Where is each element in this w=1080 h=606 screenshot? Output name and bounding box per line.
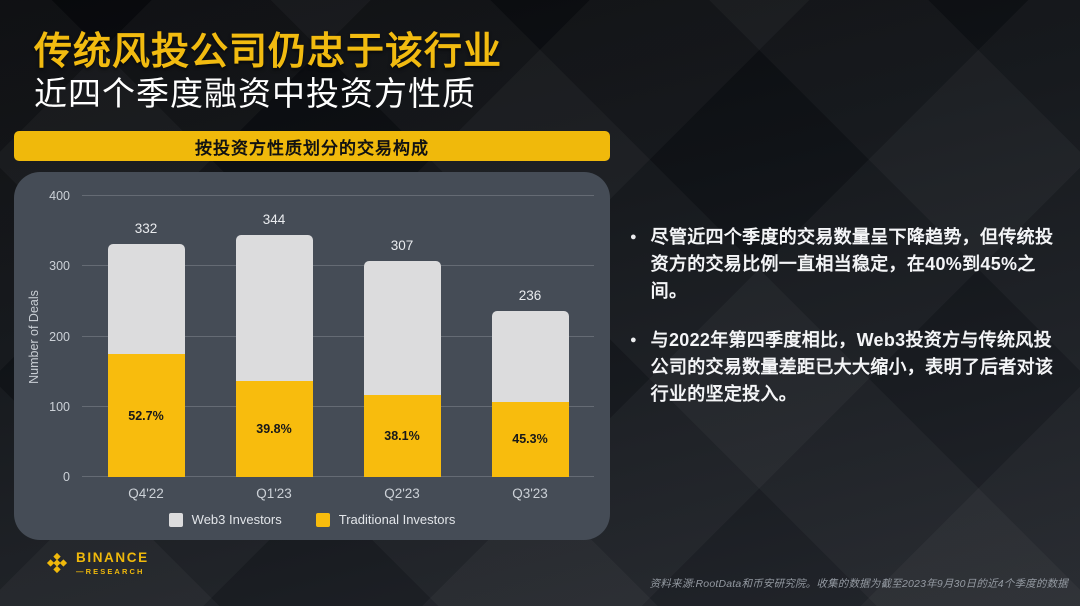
y-tick-label: 100 — [49, 399, 70, 414]
bar-total-label: 332 — [134, 220, 158, 236]
bars-container: 332 52.7% Q4'22 344 39.8% Q1'23 307 38.1% Q2'23 2… — [82, 196, 594, 501]
stacked-bar: 307 38.1% — [363, 238, 441, 477]
y-tick-label: 300 — [49, 259, 70, 274]
x-tick-label: Q1'23 — [256, 486, 292, 501]
stacked-bar: 332 52.7% — [107, 221, 185, 477]
bullet-text: 尽管近四个季度的交易数量呈下降趋势，但传统投资方的交易比例一直相当稳定，在40%… — [650, 227, 1054, 301]
stacked-bar: 344 39.8% — [235, 212, 313, 477]
bar-slot: 236 45.3% Q3'23 — [466, 196, 594, 501]
y-axis-title: Number of Deals — [27, 289, 42, 384]
pct-label: 45.3% — [512, 432, 548, 447]
y-tick-label: 200 — [49, 329, 70, 344]
gridline — [82, 476, 594, 477]
chart-banner: 按投资方性质划分的交易构成 — [14, 131, 610, 161]
chart-panel: Number of Deals 0 100 200 300 400 332 52.7% Q4'… — [14, 172, 610, 540]
logo-sub: —RESEARCH — [76, 566, 145, 576]
bullet-item: ● 尽管近四个季度的交易数量呈下降趋势，但传统投资方的交易比例一直相当稳定，在40… — [630, 224, 1070, 305]
legend: Web3 Investors Traditional Investors — [14, 512, 610, 527]
bullet-icon: ● — [630, 334, 637, 346]
gridline — [82, 265, 594, 267]
bar-slot: 307 38.1% Q2'23 — [338, 196, 466, 501]
plot-area: 0 100 200 300 400 332 52.7% Q4'22 344 39.8% Q1'23 3… — [49, 189, 594, 501]
traditional-segment: 39.8% — [235, 380, 313, 477]
bar-total-label: 307 — [390, 238, 414, 254]
logo-brand: BINANCE — [76, 550, 149, 565]
binance-logo: BINANCE —RESEARCH — [46, 551, 149, 575]
page-subtitle: 近四个季度融资中投资方性质 — [34, 74, 476, 112]
legend-item: Traditional Investors — [315, 512, 456, 527]
page-title: 传统风投公司仍忠于该行业 — [34, 31, 503, 73]
bar-total-label: 236 — [518, 288, 542, 304]
x-tick-label: Q4'22 — [128, 486, 164, 501]
x-tick-label: Q3'23 — [512, 486, 548, 501]
gridline — [82, 195, 594, 196]
bar-slot: 332 52.7% Q4'22 — [82, 196, 210, 501]
web3-segment — [107, 243, 185, 355]
binance-logo-icon — [46, 552, 68, 574]
bullet-list: ● 尽管近四个季度的交易数量呈下降趋势，但传统投资方的交易比例一直相当稳定，在40… — [630, 224, 1070, 430]
y-tick-label: 400 — [49, 189, 70, 203]
y-tick-label: 0 — [63, 470, 70, 484]
legend-swatch — [168, 512, 183, 527]
gridline — [82, 335, 594, 337]
web3-segment — [235, 235, 313, 381]
web3-segment — [491, 311, 569, 402]
pct-label: 52.7% — [128, 408, 164, 423]
logo-text: BINANCE —RESEARCH — [76, 551, 149, 575]
slide-header: 传统风投公司仍忠于该行业 近四个季度融资中投资方性质 — [34, 30, 502, 113]
legend-label: Web3 Investors — [191, 512, 282, 527]
traditional-segment: 45.3% — [491, 401, 569, 477]
legend-label: Traditional Investors — [338, 512, 456, 527]
bullet-icon: ● — [630, 231, 637, 243]
pct-label: 39.8% — [256, 421, 292, 436]
y-axis-title-wrap: Number of Deals — [26, 196, 42, 477]
pct-label: 38.1% — [384, 428, 420, 443]
web3-segment — [363, 261, 441, 395]
bar-slot: 344 39.8% Q1'23 — [210, 196, 338, 501]
bullet-text: 与2022年第四季度相比，Web3投资方与传统风投公司的交易数量差距已大大缩小，… — [650, 330, 1054, 404]
gridline — [82, 405, 594, 407]
stacked-bar: 236 45.3% — [491, 288, 569, 477]
bullet-item: ● 与2022年第四季度相比，Web3投资方与传统风投公司的交易数量差距已大大缩小… — [630, 327, 1070, 408]
source-note: 资料来源:RootData和币安研究院。收集的数据为截至2023年9月30日的近… — [649, 578, 1068, 590]
traditional-segment: 38.1% — [363, 394, 441, 477]
legend-swatch — [315, 512, 330, 527]
bar-total-label: 344 — [262, 212, 286, 228]
x-tick-label: Q2'23 — [384, 486, 420, 501]
legend-item: Web3 Investors — [168, 512, 282, 527]
traditional-segment: 52.7% — [107, 354, 185, 477]
